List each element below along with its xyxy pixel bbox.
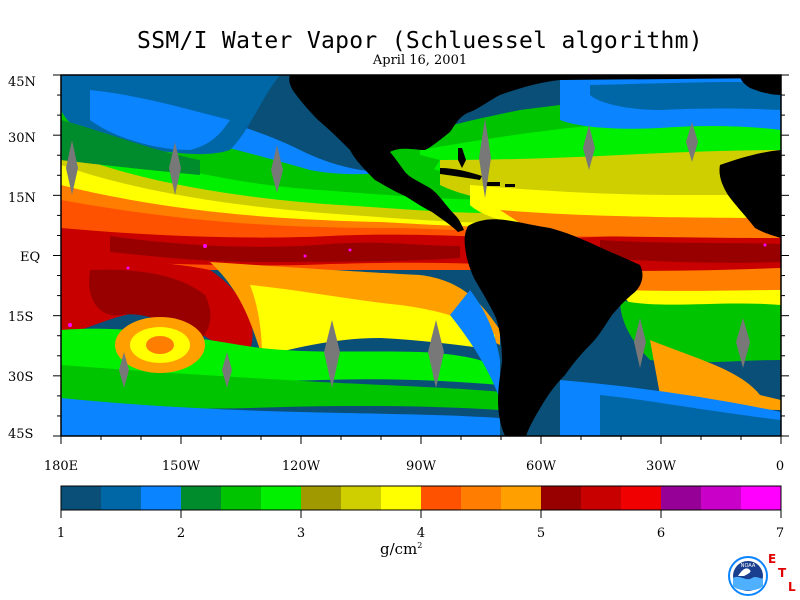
colorbar-swatch — [581, 486, 622, 510]
colorbar-swatch — [221, 486, 262, 510]
lon-label: 90W — [406, 459, 437, 474]
colorbar-swatch — [101, 486, 142, 510]
land-north-america — [289, 75, 781, 232]
colorbar-tick-label: 6 — [657, 526, 665, 541]
lon-label: 180E — [44, 459, 78, 474]
colorbar-swatch — [381, 486, 422, 510]
colorbar-frame — [60, 485, 782, 511]
lon-label: 0 — [776, 459, 784, 474]
colorbar-tick-label: 2 — [177, 526, 185, 541]
noaa-logo-text: NOAA — [741, 563, 756, 569]
colorbar-swatch — [141, 486, 182, 510]
colorbar-swatch — [741, 486, 782, 510]
land-europe-africa — [740, 75, 781, 95]
colorbar-swatch — [461, 486, 502, 510]
etl-letter-t: T — [778, 566, 787, 580]
colorbar-tick-label: 4 — [417, 526, 425, 541]
lat-label: 30S — [8, 370, 33, 385]
units-superscript: 2 — [417, 541, 423, 550]
colorbar-swatch — [341, 486, 382, 510]
lon-axis: 180E 150W 120W 90W 60W 30W 0 — [44, 459, 784, 474]
colorbar-swatch — [541, 486, 582, 510]
etl-letter-l: L — [788, 580, 796, 594]
colorbar-swatch — [261, 486, 302, 510]
lon-label: 150W — [162, 459, 201, 474]
colorbar-tick-label: 7 — [776, 526, 784, 541]
colorbar-swatch — [421, 486, 462, 510]
lon-label: 60W — [526, 459, 557, 474]
colorbar-swatch — [501, 486, 542, 510]
noaa-logo-icon: NOAA — [728, 556, 768, 596]
colorbar-units: g/cm2 — [380, 540, 422, 558]
colorbar-tick-label: 3 — [297, 526, 305, 541]
units-text: g/cm — [380, 540, 418, 558]
lon-label: 30W — [646, 459, 677, 474]
colorbar-swatch — [661, 486, 702, 510]
colorbar-swatch — [621, 486, 662, 510]
lat-label: 45N — [8, 75, 36, 90]
page-subtitle: April 16, 2001 — [372, 53, 468, 68]
page-title: SSM/I Water Vapor (Schluessel algorithm) — [137, 28, 703, 54]
swath-gaps — [66, 118, 750, 388]
etl-letter-e: E — [768, 552, 777, 566]
lat-axis: 45N 30N 15N EQ 15S 30S 45S — [8, 75, 40, 442]
lat-label: EQ — [20, 250, 40, 265]
colorbar-swatch — [61, 486, 102, 510]
colorbar-swatch — [301, 486, 342, 510]
axis-ticks — [53, 74, 789, 444]
land-south-america — [464, 219, 643, 436]
lat-label: 45S — [8, 427, 33, 442]
lat-label: 15N — [8, 191, 36, 206]
water-vapor-field — [61, 75, 781, 436]
lat-label: 30N — [8, 131, 36, 146]
colorbar-swatch — [181, 486, 222, 510]
lon-label: 120W — [282, 459, 321, 474]
colorbar-tick-label: 1 — [57, 526, 65, 541]
colorbar-tick-label: 5 — [537, 526, 545, 541]
colorbar-swatch — [701, 486, 742, 510]
noaa-etl-logo: NOAA E T L — [728, 550, 798, 598]
lat-label: 15S — [8, 310, 33, 325]
colorbar — [60, 486, 782, 518]
colorbar-labels: 1 2 3 4 5 6 7 — [57, 526, 784, 541]
